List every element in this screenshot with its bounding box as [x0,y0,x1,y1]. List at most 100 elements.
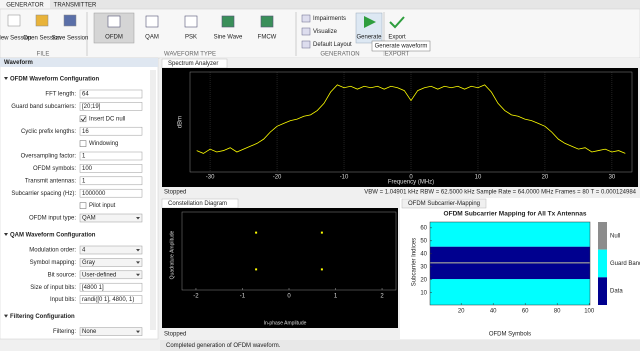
ribbon-button[interactable]: PSK [185,35,197,41]
colorbar-segment [598,249,607,278]
ribbon-option[interactable]: Visualize [313,29,338,35]
dropdown[interactable] [79,213,143,223]
section-title[interactable]: QAM Waveform Configuration [10,233,96,239]
field-label: Oversampling factor: [21,154,77,160]
ribbon-button[interactable]: New Session [0,36,32,42]
status: Stopped [164,190,186,196]
x-axis-label: In-phase Amplitude [264,320,307,326]
group-label: EXPORT [385,52,410,58]
x-axis-label: OFDM Symbols [489,332,531,338]
generate-button[interactable]: Generate [356,35,382,41]
field-value: 1 [82,154,86,160]
button-icon [63,14,77,27]
y-tick-label: 10 [420,290,427,296]
checkbox-label: Insert DC null [89,116,125,122]
ribbon-button[interactable]: FMCW [258,35,277,41]
export-button[interactable]: Export [388,35,406,41]
section-title[interactable]: OFDM Waveform Configuration [10,77,99,83]
ribbon-button[interactable]: OFDM [105,35,123,41]
subcarrier-band [430,262,590,264]
group-label: FILE [37,52,50,58]
constellation-point [255,231,258,234]
y-axis-label: Quadrature Amplitude [169,230,175,279]
constellation-point [255,268,258,271]
field-label: Guard band subcarriers: [11,104,76,110]
x-tick-label: -2 [193,294,199,300]
ribbon-button[interactable]: QAM [145,35,159,41]
panel-tab-label[interactable]: Constellation Diagram [168,201,227,207]
dropdown[interactable] [79,327,143,336]
legend-label: Guard Band [610,261,640,267]
field-value: 16 [82,129,89,135]
button-icon [35,14,49,27]
section-title[interactable]: Filtering Configuration [10,314,75,320]
field-label: Cyclic prefix lengths: [21,129,76,135]
group-label: WAVEFORM TYPE [164,52,216,58]
generate-highlight [355,12,383,44]
field-label: Transmit antennas: [25,178,76,184]
button-icon [107,15,121,28]
collapse-arrow[interactable] [4,314,8,318]
field-value: Gray [82,260,95,266]
x-tick-label: 80 [554,309,561,315]
panel-tab [401,198,487,209]
field-label: Size of input bits: [30,285,76,291]
x-tick-label: 20 [458,309,465,315]
checkbox[interactable] [79,140,87,147]
ribbon-option[interactable]: Impairments [313,16,346,22]
spectrum-trace [196,84,626,154]
text-field[interactable] [79,176,143,186]
field-value: 64 [82,92,89,98]
tab[interactable]: TRANSMITTER [54,3,97,9]
subcarrier-band [430,222,590,247]
panel-tab-label[interactable]: Spectrum Analyzer [168,61,218,67]
dropdown[interactable] [79,270,143,280]
text-field[interactable] [79,188,143,198]
x-tick-label: 2 [380,294,384,300]
collapse-arrow[interactable] [4,233,8,236]
dropdown[interactable] [79,245,143,255]
checkbox-label: Pilot input [89,203,116,209]
panel-tab-label[interactable]: OFDM Subcarrier-Mapping [408,201,480,207]
text-field[interactable] [79,295,143,304]
dropdown-arrow [136,217,140,220]
option-icon [301,27,311,36]
text-field[interactable] [79,102,143,111]
option-icon [301,40,311,49]
button-icon [7,14,21,27]
text-field[interactable] [79,151,143,161]
x-tick-label: 10 [475,175,482,181]
export-icon [389,16,405,29]
text-field[interactable] [79,89,143,99]
constellation-point [320,268,323,271]
ribbon-option[interactable]: Default Layout [313,42,352,48]
field-value: 100 [82,166,93,172]
x-axis-label: Frequency (MHz) [388,180,434,186]
checkbox-label: Windowing [89,141,118,147]
checkbox[interactable] [79,202,87,209]
tab-strip [0,0,640,9]
tab[interactable]: GENERATOR [6,3,44,9]
scrollbar[interactable] [150,70,156,330]
scope-background [162,68,638,187]
button-icon [145,15,159,28]
x-tick-label: 20 [542,175,549,181]
x-tick-label: 0 [287,294,291,300]
y-tick-label: 50 [420,238,427,244]
field-value: 4 [82,248,86,254]
checkbox[interactable] [79,115,87,123]
colorbar-segment [598,277,607,305]
text-field[interactable] [79,126,143,136]
x-tick-label: 60 [522,309,529,315]
ribbon-button[interactable]: Open Session [23,36,61,42]
x-tick-label: -1 [240,294,246,300]
collapse-arrow[interactable] [4,77,8,80]
ribbon-button[interactable]: Save Session [52,36,89,42]
dropdown[interactable] [79,258,143,267]
text-field[interactable] [79,282,143,292]
checkmark [80,116,86,122]
ribbon-button[interactable]: Sine Wave [214,35,243,41]
legend-label: Data [610,289,623,295]
text-field[interactable] [79,164,143,173]
